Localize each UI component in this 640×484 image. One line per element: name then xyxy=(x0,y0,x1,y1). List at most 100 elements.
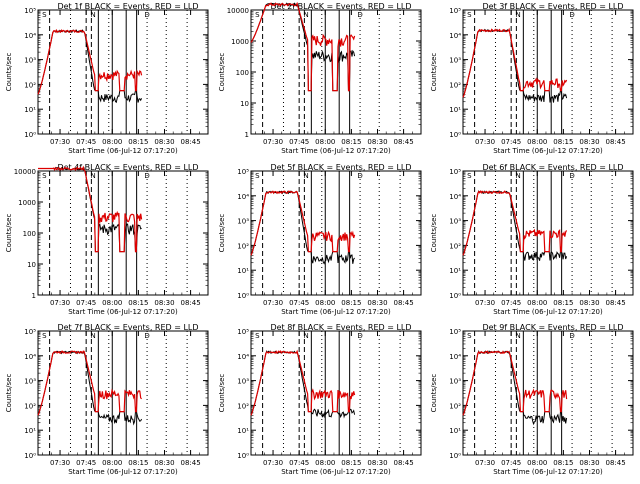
y-tick-label: 10⁰ xyxy=(24,131,36,139)
top-marker-letter: S xyxy=(42,332,47,340)
x-tick-label: 08:15 xyxy=(128,138,148,146)
top-marker-letter: D xyxy=(569,332,574,340)
y-tick-label: 10² xyxy=(24,402,36,410)
plot-frame xyxy=(250,170,422,296)
x-tick-label: 08:00 xyxy=(527,299,547,307)
x-tick-label: 07:30 xyxy=(50,138,70,146)
y-tick-label: 10² xyxy=(449,402,461,410)
y-axis-label: Counts/sec xyxy=(430,214,438,253)
x-tick-label: 07:30 xyxy=(475,299,495,307)
y-tick-label: 10² xyxy=(449,81,461,89)
x-tick-label: 08:45 xyxy=(394,138,414,146)
x-axis-label: Start Time (06-Jul-12 07:17:20) xyxy=(493,147,603,155)
plot-frame xyxy=(250,330,422,456)
y-tick-label: 10³ xyxy=(237,378,249,386)
x-tick-label: 08:45 xyxy=(394,459,414,467)
y-tick-label: 10⁴ xyxy=(24,353,36,361)
x-tick-label: 08:00 xyxy=(315,299,335,307)
x-tick-label: 08:45 xyxy=(181,459,201,467)
x-tick-label: 07:30 xyxy=(475,459,495,467)
y-tick-label: 10³ xyxy=(449,57,461,65)
y-tick-label: 10⁴ xyxy=(24,32,36,40)
panel-3: Det 3f BLACK = Events, RED = LLD Counts/s… xyxy=(430,2,634,155)
top-marker-letter: D xyxy=(144,332,149,340)
y-tick-label: 10³ xyxy=(449,218,461,226)
x-tick-label: 08:15 xyxy=(553,299,573,307)
panel-title: Det 7f BLACK = Events, RED = LLD xyxy=(57,323,198,332)
panel-title: Det 4f BLACK = Events, RED = LLD xyxy=(57,163,198,172)
top-marker-letter: D xyxy=(144,172,149,180)
y-tick-label: 10² xyxy=(237,242,249,250)
y-tick-label: 10¹ xyxy=(24,427,36,435)
series-lld-line xyxy=(38,165,143,253)
top-marker-letter: S xyxy=(42,11,47,19)
panel-title: Det 1f BLACK = Events, RED = LLD xyxy=(57,2,198,11)
y-axis-label: Counts/sec xyxy=(430,374,438,413)
x-tick-label: 08:30 xyxy=(579,299,599,307)
x-tick-label: 07:30 xyxy=(50,459,70,467)
y-tick-label: 1000 xyxy=(231,38,249,46)
x-axis-label: Start Time (06-Jul-12 07:17:20) xyxy=(281,147,391,155)
top-marker-letter: S xyxy=(255,11,260,19)
series-lld-line xyxy=(250,190,356,256)
x-tick-label: 08:45 xyxy=(606,299,626,307)
top-marker-letter: S xyxy=(467,11,472,19)
top-marker-letter: N xyxy=(303,11,308,19)
y-tick-label: 10⁴ xyxy=(449,353,461,361)
y-tick-label: 10⁵ xyxy=(449,328,461,336)
x-tick-label: 07:45 xyxy=(289,459,309,467)
panel-8: Det 8f BLACK = Events, RED = LLD Counts/s… xyxy=(218,323,422,476)
series-lld-line xyxy=(462,350,568,416)
y-tick-label: 100 xyxy=(236,69,249,77)
x-tick-label: 07:45 xyxy=(289,138,309,146)
x-tick-label: 08:30 xyxy=(367,459,387,467)
x-tick-label: 08:00 xyxy=(102,299,122,307)
x-tick-label: 07:45 xyxy=(289,299,309,307)
x-tick-label: 08:00 xyxy=(527,138,547,146)
top-marker-letter: S xyxy=(467,332,472,340)
x-axis-label: Start Time (06-Jul-12 07:17:20) xyxy=(68,468,178,476)
y-tick-label: 10³ xyxy=(24,378,36,386)
x-axis-label: Start Time (06-Jul-12 07:17:20) xyxy=(68,147,178,155)
x-tick-label: 07:30 xyxy=(263,138,283,146)
y-tick-label: 10⁰ xyxy=(237,452,249,460)
x-tick-label: 08:30 xyxy=(154,459,174,467)
y-tick-label: 10⁵ xyxy=(449,168,461,176)
x-tick-label: 07:45 xyxy=(76,138,96,146)
x-tick-label: 07:30 xyxy=(50,299,70,307)
y-tick-label: 10⁴ xyxy=(237,353,249,361)
x-tick-label: 08:00 xyxy=(315,459,335,467)
panel-title: Det 3f BLACK = Events, RED = LLD xyxy=(482,2,623,11)
y-tick-label: 10² xyxy=(24,81,36,89)
y-tick-label: 10³ xyxy=(24,57,36,65)
panel-title: Det 6f BLACK = Events, RED = LLD xyxy=(482,163,623,172)
y-tick-label: 10⁰ xyxy=(449,452,461,460)
panel-title: Det 8f BLACK = Events, RED = LLD xyxy=(270,323,411,332)
x-tick-label: 08:45 xyxy=(606,459,626,467)
x-tick-label: 07:45 xyxy=(76,459,96,467)
y-tick-label: 10⁴ xyxy=(449,32,461,40)
x-tick-label: 08:15 xyxy=(341,138,361,146)
x-axis-label: Start Time (06-Jul-12 07:17:20) xyxy=(68,308,178,316)
x-tick-label: 07:45 xyxy=(501,138,521,146)
y-tick-label: 10 xyxy=(27,261,36,269)
top-marker-letter: S xyxy=(255,332,260,340)
y-tick-label: 10⁰ xyxy=(449,292,461,300)
plot-frame xyxy=(462,9,634,135)
y-tick-label: 10000 xyxy=(227,7,249,15)
y-tick-label: 10¹ xyxy=(449,106,461,114)
panel-5: Det 5f BLACK = Events, RED = LLD Counts/s… xyxy=(218,163,422,316)
x-tick-label: 08:15 xyxy=(341,459,361,467)
y-axis-label: Counts/sec xyxy=(5,374,13,413)
y-tick-label: 10³ xyxy=(449,378,461,386)
y-tick-label: 1000 xyxy=(18,199,36,207)
y-tick-label: 10⁵ xyxy=(24,7,36,15)
y-tick-label: 10¹ xyxy=(449,267,461,275)
x-axis-label: Start Time (06-Jul-12 07:17:20) xyxy=(493,308,603,316)
top-marker-letter: S xyxy=(255,172,260,180)
x-tick-label: 07:45 xyxy=(76,299,96,307)
y-axis-label: Counts/sec xyxy=(430,53,438,92)
x-tick-label: 08:45 xyxy=(394,299,414,307)
y-tick-label: 10³ xyxy=(237,218,249,226)
